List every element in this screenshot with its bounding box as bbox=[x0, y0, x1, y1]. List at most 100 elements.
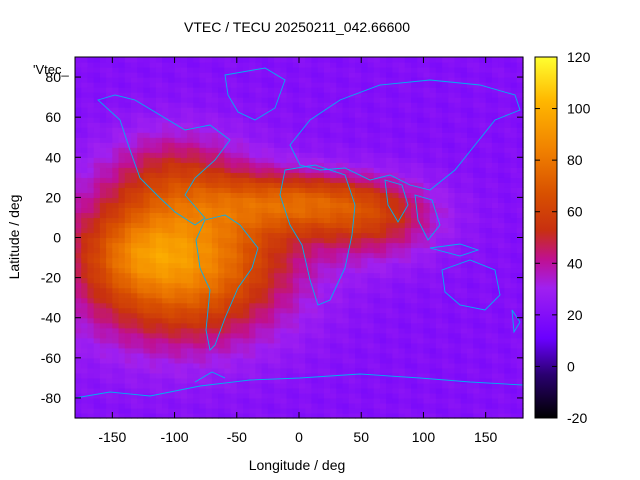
heatmap-cell bbox=[398, 187, 406, 193]
heatmap-cell bbox=[348, 297, 356, 304]
heatmap-cell bbox=[460, 397, 468, 404]
heatmap-cell bbox=[367, 137, 375, 143]
heatmap-cell bbox=[93, 97, 101, 103]
heatmap-cell bbox=[473, 67, 481, 73]
heatmap-cell bbox=[479, 97, 487, 103]
heatmap-cell bbox=[218, 247, 225, 254]
heatmap-cell bbox=[230, 407, 238, 414]
heatmap-cell bbox=[373, 227, 381, 234]
heatmap-cell bbox=[112, 132, 120, 138]
heatmap-cell bbox=[211, 307, 219, 314]
heatmap-cell bbox=[448, 122, 456, 128]
heatmap-cell bbox=[137, 317, 145, 324]
heatmap-cell bbox=[423, 237, 431, 244]
heatmap-cell bbox=[417, 207, 425, 214]
heatmap-cell bbox=[81, 147, 89, 153]
heatmap-cell bbox=[168, 132, 176, 138]
heatmap-cell bbox=[479, 347, 487, 354]
heatmap-cell bbox=[267, 322, 275, 329]
heatmap-cell bbox=[87, 322, 95, 329]
heatmap-cell bbox=[317, 67, 325, 73]
heatmap-cell bbox=[249, 317, 257, 324]
heatmap-cell bbox=[498, 372, 505, 379]
heatmap-cell bbox=[311, 347, 319, 354]
heatmap-cell bbox=[131, 267, 138, 274]
heatmap-cell bbox=[168, 352, 176, 359]
heatmap-cell bbox=[348, 217, 356, 224]
heatmap-cell bbox=[348, 157, 356, 163]
heatmap-cell bbox=[323, 372, 331, 379]
heatmap-cell bbox=[404, 372, 412, 379]
heatmap-cell bbox=[224, 67, 232, 73]
heatmap-cell bbox=[249, 302, 257, 309]
heatmap-cell bbox=[205, 362, 213, 369]
heatmap-cell bbox=[255, 282, 263, 289]
heatmap-cell bbox=[106, 322, 113, 329]
heatmap-cell bbox=[317, 57, 325, 63]
heatmap-cell bbox=[485, 97, 493, 103]
heatmap-cell bbox=[423, 387, 431, 394]
heatmap-cell bbox=[348, 367, 356, 374]
heatmap-cell bbox=[224, 287, 232, 294]
heatmap-cell bbox=[392, 362, 400, 369]
heatmap-cell bbox=[311, 352, 319, 359]
heatmap-cell bbox=[429, 132, 437, 138]
heatmap-cell bbox=[442, 377, 449, 384]
heatmap-cell bbox=[473, 167, 481, 173]
heatmap-cell bbox=[112, 182, 120, 188]
heatmap-cell bbox=[423, 357, 431, 364]
heatmap-cell bbox=[149, 347, 157, 354]
heatmap-cell bbox=[417, 117, 425, 123]
heatmap-cell bbox=[286, 57, 294, 63]
heatmap-cell bbox=[193, 367, 201, 374]
heatmap-cell bbox=[106, 267, 113, 274]
heatmap-cell bbox=[460, 337, 468, 344]
heatmap-cell bbox=[162, 87, 169, 93]
heatmap-cell bbox=[205, 187, 213, 193]
heatmap-cell bbox=[386, 82, 393, 88]
heatmap-cell bbox=[373, 322, 381, 329]
heatmap-cell bbox=[99, 147, 107, 153]
heatmap-cell bbox=[398, 72, 406, 78]
heatmap-cell bbox=[411, 407, 418, 414]
heatmap-cell bbox=[199, 162, 207, 168]
heatmap-cell bbox=[162, 82, 169, 88]
heatmap-cell bbox=[348, 147, 356, 153]
heatmap-cell bbox=[311, 57, 319, 63]
heatmap-cell bbox=[199, 407, 207, 414]
heatmap-cell bbox=[454, 292, 462, 299]
heatmap-cell bbox=[379, 387, 387, 394]
heatmap-cell bbox=[299, 122, 306, 128]
heatmap-cell bbox=[404, 162, 412, 168]
heatmap-cell bbox=[311, 277, 319, 284]
heatmap-cell bbox=[485, 232, 493, 239]
heatmap-cell bbox=[155, 332, 163, 339]
heatmap-cell bbox=[93, 387, 101, 394]
heatmap-cell bbox=[491, 97, 499, 103]
heatmap-cell bbox=[429, 242, 437, 249]
heatmap-cell bbox=[230, 377, 238, 384]
heatmap-cell bbox=[205, 302, 213, 309]
heatmap-cell bbox=[243, 72, 250, 78]
heatmap-cell bbox=[311, 102, 319, 108]
heatmap-cell bbox=[106, 402, 113, 409]
heatmap-cell bbox=[299, 162, 306, 168]
heatmap-cell bbox=[317, 317, 325, 324]
heatmap-cell bbox=[261, 327, 269, 334]
heatmap-cell bbox=[137, 247, 145, 254]
heatmap-cell bbox=[255, 277, 263, 284]
heatmap-cell bbox=[267, 232, 275, 239]
heatmap-cell bbox=[180, 327, 188, 334]
heatmap-cell bbox=[417, 167, 425, 173]
heatmap-cell bbox=[323, 182, 331, 188]
heatmap-cell bbox=[336, 247, 344, 254]
heatmap-cell bbox=[211, 392, 219, 399]
heatmap-cell bbox=[386, 67, 393, 73]
heatmap-cell bbox=[299, 232, 306, 239]
heatmap-cell bbox=[261, 287, 269, 294]
heatmap-cell bbox=[187, 247, 194, 254]
heatmap-cell bbox=[417, 412, 425, 419]
heatmap-cell bbox=[491, 377, 499, 384]
heatmap-cell bbox=[149, 202, 157, 209]
heatmap-cell bbox=[106, 67, 113, 73]
